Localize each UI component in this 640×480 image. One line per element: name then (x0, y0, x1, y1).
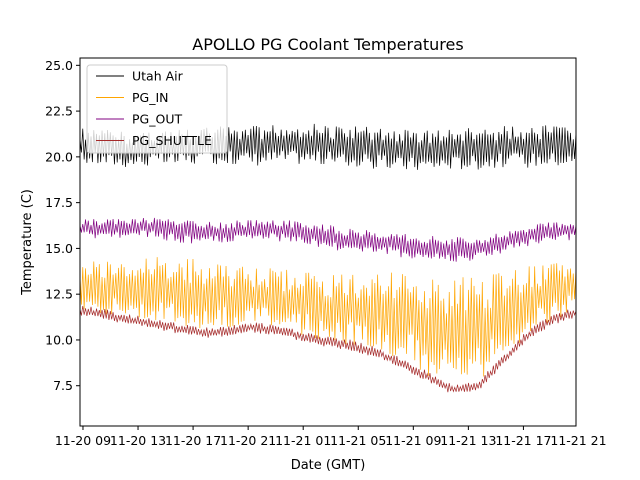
x-tick-label: 11-20 13 (110, 433, 166, 448)
y-axis: 7.5 10.0 12.5 15.0 17.5 20.0 22.5 25.0 (45, 58, 80, 393)
x-tick-label: 11-21 13 (440, 433, 496, 448)
chart-title: APOLLO PG Coolant Temperatures (192, 35, 463, 54)
y-axis-label: Temperature (C) (20, 189, 35, 296)
x-tick-label: 11-20 17 (165, 433, 221, 448)
y-tick-label: 12.5 (45, 287, 73, 302)
x-axis-label: Date (GMT) (291, 458, 366, 473)
axes-frame (79, 57, 577, 427)
y-tick-label: 15.0 (45, 241, 73, 256)
x-tick-label: 11-21 17 (495, 433, 551, 448)
x-tick-label: 11-21 05 (330, 433, 386, 448)
y-tick-label: 25.0 (45, 58, 73, 73)
x-tick-label: 11-21 01 (275, 433, 331, 448)
legend-label: PG_IN (132, 90, 169, 105)
legend-box (86, 64, 228, 154)
series-line-pg-in (79, 257, 577, 377)
y-tick-label: 22.5 (45, 104, 73, 119)
y-tick-label: 17.5 (45, 195, 73, 210)
y-tick-label: 20.0 (45, 149, 73, 164)
x-tick-label: 11-20 21 (220, 433, 276, 448)
legend: Utah Air PG_IN PG_OUT PG_SHUTTLE (86, 64, 228, 154)
legend-label: PG_SHUTTLE (132, 133, 212, 148)
y-tick-label: 7.5 (53, 378, 73, 393)
x-tick-label: 11-20 09 (55, 433, 111, 448)
x-tick-label: 11-21 21 (550, 433, 606, 448)
legend-label: Utah Air (132, 69, 184, 84)
y-tick-label: 10.0 (45, 332, 73, 347)
series-line-pg-shuttle (79, 305, 577, 393)
legend-label: PG_OUT (132, 112, 182, 127)
series-line-pg-out (79, 217, 577, 262)
x-tick-label: 11-21 09 (385, 433, 441, 448)
